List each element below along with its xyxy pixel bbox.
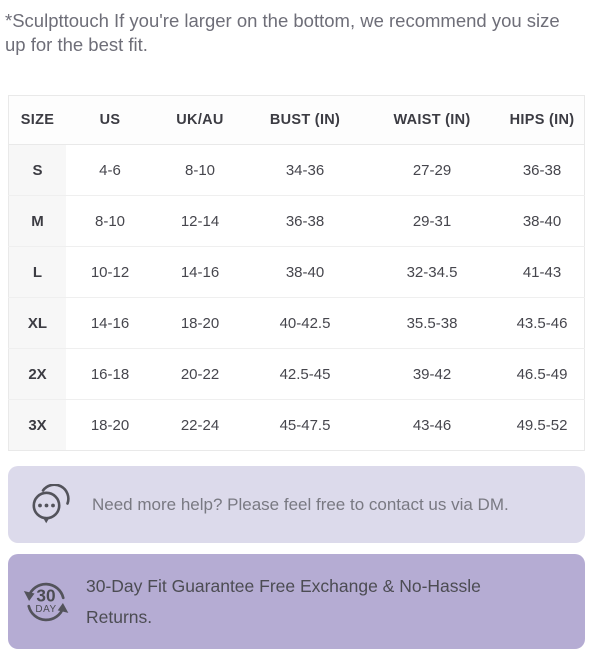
table-row: 3X 18-20 22-24 45-47.5 43-46 49.5-52 [8,399,585,451]
svg-text:DAY: DAY [35,603,56,614]
table-row: S 4-6 8-10 34-36 27-29 36-38 [8,144,585,196]
fit-note: *Sculpttouch If you're larger on the bot… [5,10,560,55]
column-header-us: US [66,95,154,145]
table-cell: 34-36 [285,161,325,179]
table-cell: 38-40 [500,195,585,247]
table-cell: 32-34.5 [364,246,500,298]
table-cell: 35.5-38 [364,297,500,349]
chat-bubbles-icon [32,483,70,523]
table-cell: 38-40 [246,246,364,298]
table-cell: 22-24 [154,399,246,451]
table-row: 2X 16-18 20-22 42.5-45 39-42 46.5-49 [8,348,585,400]
column-header-bust-in: BUST (IN) [246,95,364,145]
table-cell: 39-42 [364,348,500,400]
table-cell: 40-42.5 [246,297,364,349]
size-label: XL [8,297,66,349]
column-header-waist-in: WAIST (IN) [364,95,500,145]
table-cell: 14-16 [66,297,154,349]
table-cell: 8-10 [66,195,154,247]
svg-text:30: 30 [36,585,55,605]
size-chart-body: S 4-6 8-10 34-36 27-29 36-38 M 8-10 12-14 36-38 29… [8,144,585,451]
table-cell: 45-47.5 [246,399,364,451]
table-cell: 49.5-52 [500,399,585,451]
table-cell: 4-6 [99,161,121,179]
size-label: 2X [8,348,66,400]
size-chart-table: SIZE US UK/AU BUST (IN) WAIST (IN) HIPS (IN) … [8,95,585,451]
table-row: M 8-10 12-14 36-38 29-31 38-40 [8,195,585,247]
guarantee-banner: 30 DAY 30-Day Fit Guarantee Free Exchang… [8,554,585,649]
table-row: XL 14-16 18-20 40-42.5 35.5-38 43.5-46 [8,297,585,349]
column-header-size: SIZE [8,95,66,145]
table-cell: 36-38 [246,195,364,247]
size-label: L [8,246,66,298]
table-cell: 8-10 [184,161,216,179]
table-cell: 10-12 [66,246,154,298]
table-cell: 18-20 [154,297,246,349]
table-cell: 41-43 [500,246,585,298]
table-cell: 27-29 [412,161,452,179]
size-chart-head: SIZE US UK/AU BUST (IN) WAIST (IN) HIPS (IN) [8,95,585,145]
table-cell: 36-38 [522,161,562,179]
size-label: S [8,144,66,196]
table-cell: 42.5-45 [246,348,364,400]
size-label: M [8,195,66,247]
table-cell: 20-22 [154,348,246,400]
column-header-hips-in: HIPS (IN) [500,95,585,145]
table-cell: 43.5-46 [500,297,585,349]
table-row: L 10-12 14-16 38-40 32-34.5 41-43 [8,246,585,298]
table-cell: 43-46 [364,399,500,451]
table-cell: 12-14 [154,195,246,247]
table-cell: 18-20 [66,399,154,451]
table-cell: 14-16 [154,246,246,298]
table-cell: 46.5-49 [500,348,585,400]
size-chart-header-row: SIZE US UK/AU BUST (IN) WAIST (IN) HIPS (IN) [8,95,585,145]
column-header-uk-au: UK/AU [154,95,246,145]
contact-help-banner: Need more help? Please feel free to cont… [8,466,585,543]
size-guide-panel: *Sculpttouch If you're larger on the bot… [0,9,600,649]
guarantee-text: 30-Day Fit Guarantee Free Exchange & No-… [86,575,481,627]
30-day-cycle-icon: 30 DAY [23,582,69,621]
contact-help-text: Need more help? Please feel free to cont… [92,494,509,514]
table-cell: 16-18 [66,348,154,400]
size-label: 3X [8,399,66,451]
table-cell: 29-31 [364,195,500,247]
